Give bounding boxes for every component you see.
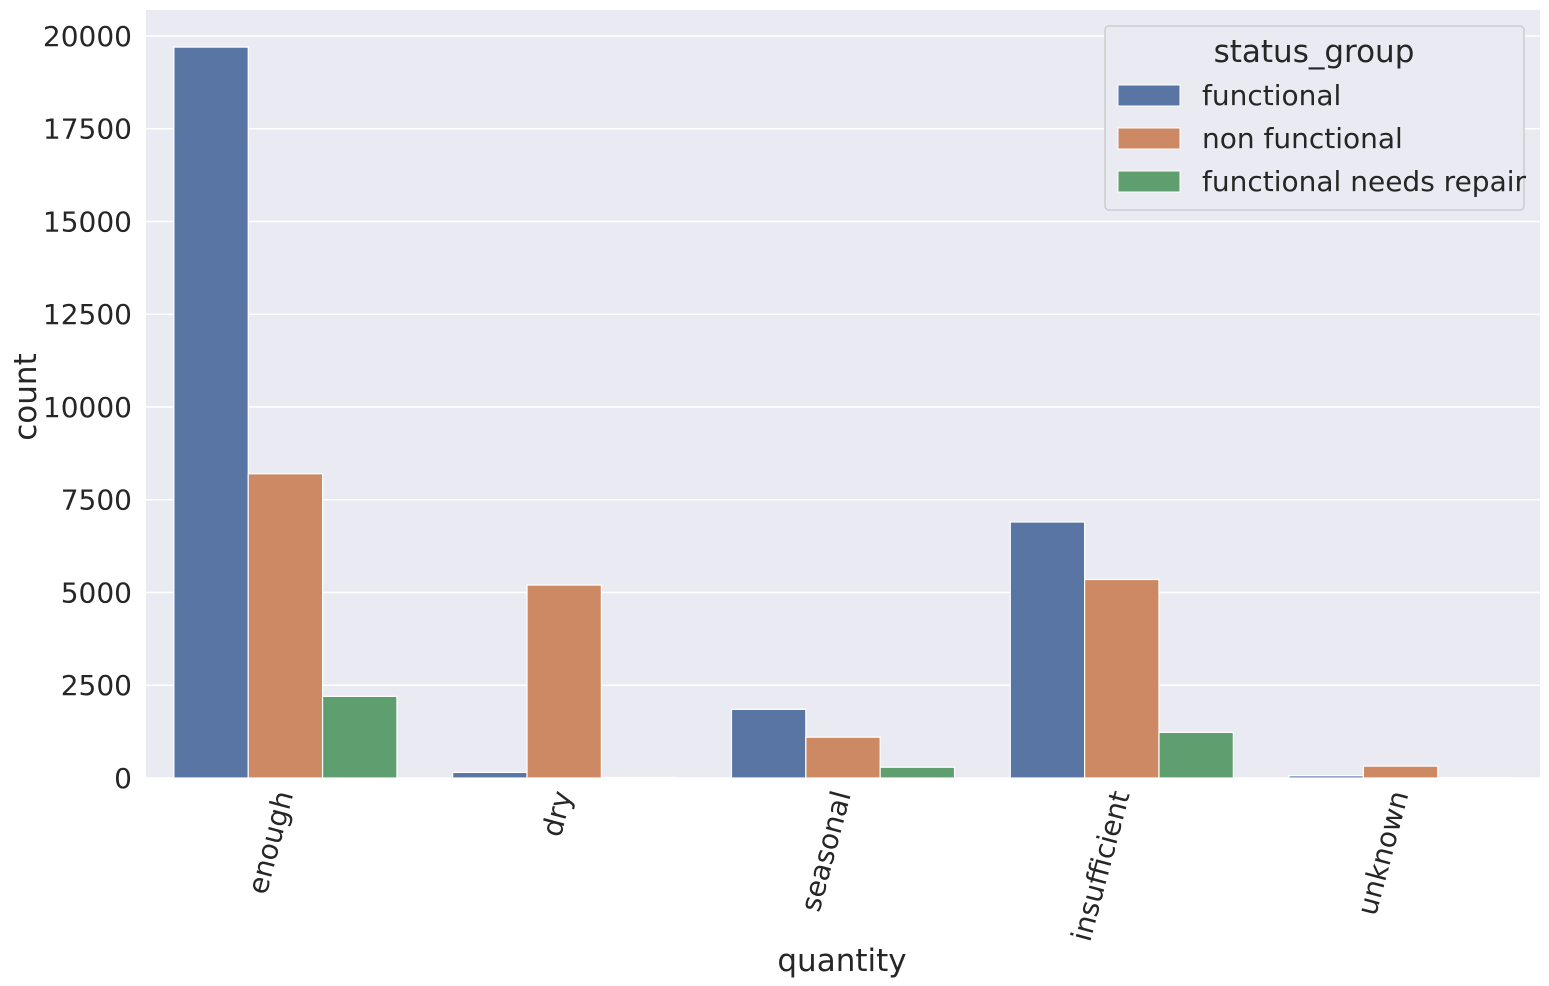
legend-swatch [1117,170,1181,193]
bar-unknown-non-functional [1362,765,1439,779]
y-tick-label: 10000 [43,391,132,424]
bar-enough-functional [173,46,249,779]
bar-enough-functional-needs-repair [321,695,398,779]
legend-label: functional [1202,79,1341,112]
x-axis-label: quantity [777,943,906,979]
bar-dry-functional [452,771,528,779]
bar-dry-functional-needs-repair [600,776,677,779]
legend-box [1104,25,1525,211]
legend-swatch [1117,84,1181,107]
y-tick-label: 20000 [43,20,132,53]
y-tick-label: 2500 [61,669,132,702]
bars [173,46,1513,779]
bar-insufficient-non-functional [1084,578,1160,779]
bar-seasonal-functional-needs-repair [879,766,956,779]
y-axis-ticks: 0 2500 5000 7500 10000 12500 15000 17500 20000 [43,20,132,795]
y-tick-label: 15000 [43,205,132,238]
bar-enough-non-functional [247,473,324,779]
legend-items: functional non functional functional needs… [1117,79,1527,198]
bar-dry-non-functional [526,584,602,779]
bar-seasonal-non-functional [805,736,881,779]
bar-insufficient-functional-needs-repair [1158,731,1234,779]
bar-insufficient-functional [1009,521,1086,779]
x-tick-label: unknown [1351,787,1416,918]
x-tick-label: insufficient [1065,787,1137,944]
y-tick-label: 12500 [43,298,132,331]
y-tick-label: 7500 [61,484,132,517]
y-tick-label: 5000 [61,576,132,609]
y-tick-label: 17500 [43,113,132,146]
x-tick-label: seasonal [794,787,858,915]
x-axis-ticks: enough dry seasonal insufficient unknown [241,787,1415,944]
x-tick-label: enough [241,787,300,897]
legend-label: functional needs repair [1202,165,1527,198]
legend-title: status_group [1214,34,1415,70]
y-axis-label: count [8,353,44,440]
x-tick-label: dry [535,787,579,840]
bar-unknown-functional [1288,775,1365,779]
legend-label: non functional [1202,122,1403,155]
bar-seasonal-functional [730,708,807,779]
y-tick-label: 0 [114,762,132,795]
legend-swatch [1117,127,1181,150]
